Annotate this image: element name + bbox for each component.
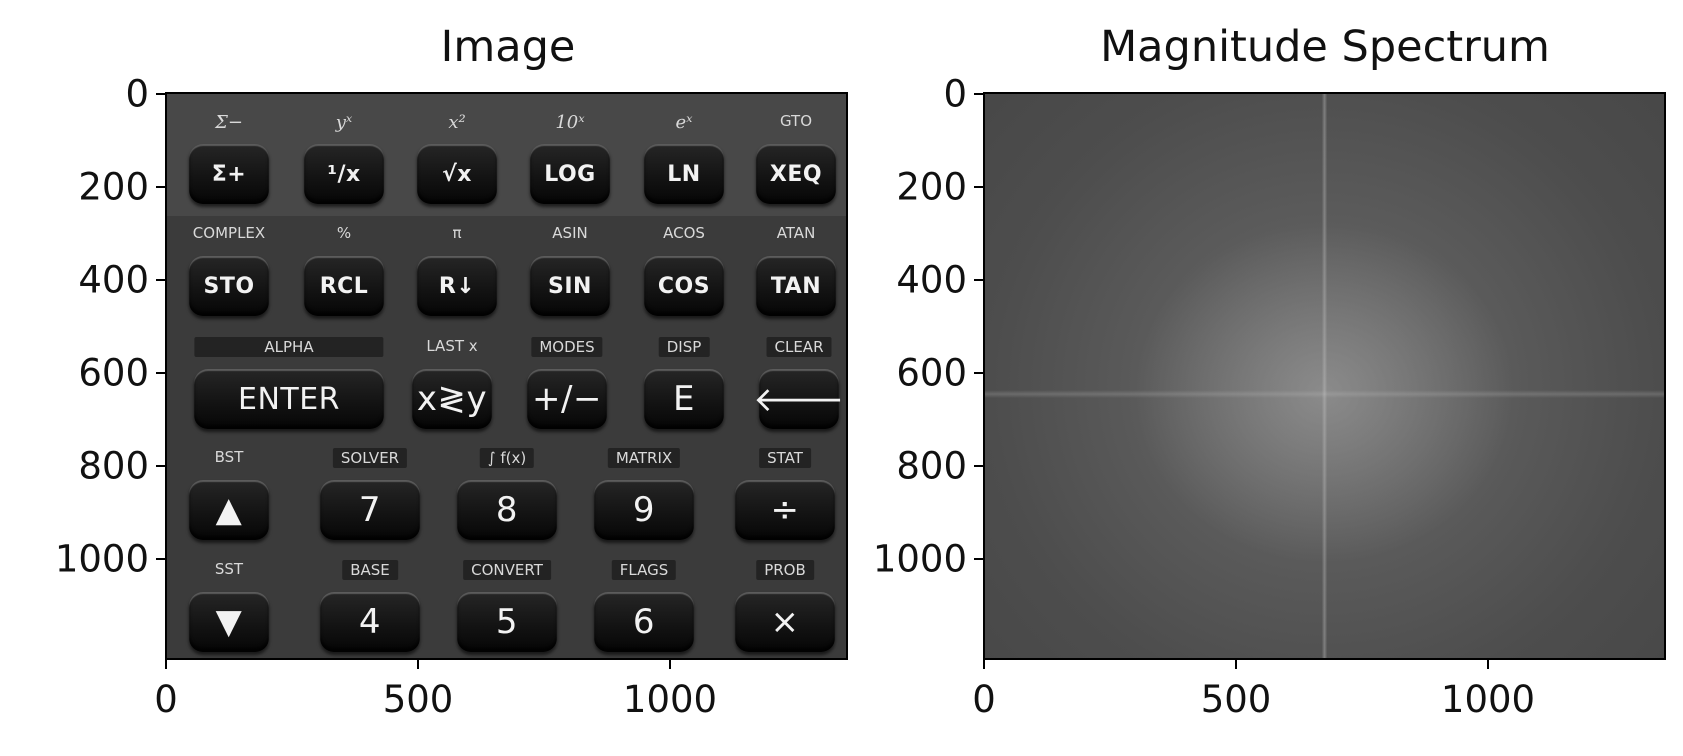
calculator-key: RCL [304, 256, 384, 316]
calculator-shift-label: MODES [531, 337, 603, 357]
y-tick-label: 200 [78, 165, 149, 209]
y-tick-mark [974, 558, 983, 560]
y-tick-mark [974, 372, 983, 374]
calculator-shift-label: Σ− [215, 112, 243, 133]
calculator-key: 6 [594, 592, 694, 652]
calculator-key: SIN [530, 256, 610, 316]
y-tick-mark [974, 279, 983, 281]
calculator-key: 7 [320, 480, 420, 540]
x-tick-mark [165, 660, 167, 669]
y-tick-mark [156, 558, 165, 560]
top-key-band [167, 94, 846, 216]
calculator-shift-label: BST [214, 448, 244, 466]
y-tick-label: 600 [896, 351, 967, 395]
calculator-shift-label: STAT [759, 448, 811, 468]
y-tick-mark [974, 186, 983, 188]
x-tick-mark [417, 660, 419, 669]
calculator-key: +/− [527, 369, 607, 429]
calculator-shift-label: BASE [342, 560, 398, 580]
magnitude-spectrum-image [983, 92, 1666, 660]
calculator-shift-label: GTO [779, 112, 813, 130]
calculator-key: 8 [457, 480, 557, 540]
x-tick-label: 500 [382, 678, 454, 721]
calculator-key: ¹/x [304, 144, 384, 204]
calculator-shift-label: CONVERT [463, 560, 551, 580]
calculator-key: LOG [530, 144, 610, 204]
x-tick-label: 500 [1200, 678, 1272, 721]
x-tick-label: 0 [972, 678, 996, 721]
y-tick-label: 0 [125, 72, 149, 116]
y-tick-label: 1000 [54, 537, 149, 581]
x-tick-mark [1235, 660, 1237, 669]
calculator-shift-label: COMPLEX [192, 224, 266, 242]
calculator-key: TAN [756, 256, 836, 316]
calculator-key: STO [189, 256, 269, 316]
calculator-shift-label: 10ˣ [555, 112, 585, 133]
calculator-key: Σ+ [189, 144, 269, 204]
calculator-shift-label: ALPHA [194, 337, 384, 357]
calculator-shift-label: FLAGS [611, 560, 677, 580]
calculator-key: x≷y [412, 369, 492, 429]
calculator-key: E [644, 369, 724, 429]
calculator-shift-label: ATAN [776, 224, 816, 242]
calculator-key: LN [644, 144, 724, 204]
calculator-shift-label: π [452, 224, 462, 242]
y-tick-label: 200 [896, 165, 967, 209]
calculator-key: 4 [320, 592, 420, 652]
calculator-shift-label: ∫ f(x) [479, 448, 535, 468]
calculator-key: ÷ [735, 480, 835, 540]
calculator-shift-label: x² [448, 112, 466, 133]
calculator-shift-label: yˣ [335, 112, 353, 133]
calculator-key: ▲ [189, 480, 269, 540]
image-panel-title: Image [440, 22, 576, 72]
calculator-shift-label: MATRIX [607, 448, 681, 468]
calculator-key: × [735, 592, 835, 652]
x-tick-label: 0 [154, 678, 178, 721]
calculator-shift-label: ASIN [552, 224, 588, 242]
calculator-key: XEQ [756, 144, 836, 204]
calculator-key: ▼ [189, 592, 269, 652]
calculator-image: Σ+ ¹/x √x LOG LN XEQ Σ− yˣ x² 10ˣ eˣ GTO STO RCL R↓ SIN… [165, 92, 848, 660]
y-tick-mark [974, 465, 983, 467]
x-tick-label: 1000 [622, 678, 718, 721]
y-tick-label: 800 [896, 444, 967, 488]
x-tick-mark [1487, 660, 1489, 669]
y-tick-label: 400 [896, 258, 967, 302]
y-tick-mark [156, 93, 165, 95]
calculator-key: ENTER [194, 369, 384, 429]
x-tick-mark [669, 660, 671, 669]
y-tick-mark [156, 186, 165, 188]
y-tick-label: 400 [78, 258, 149, 302]
calculator-shift-label: CLEAR [766, 337, 832, 357]
x-tick-mark [983, 660, 985, 669]
y-tick-label: 0 [943, 72, 967, 116]
x-tick-label: 1000 [1440, 678, 1536, 721]
y-tick-label: 600 [78, 351, 149, 395]
calculator-shift-label: SOLVER [332, 448, 408, 468]
y-tick-mark [156, 465, 165, 467]
y-tick-mark [156, 372, 165, 374]
calculator-key: 9 [594, 480, 694, 540]
calculator-key: COS [644, 256, 724, 316]
calculator-shift-label: eˣ [675, 112, 693, 133]
calculator-key: R↓ [417, 256, 497, 316]
calculator-key: √x [417, 144, 497, 204]
calculator-shift-label: % [336, 224, 352, 242]
y-tick-mark [156, 279, 165, 281]
y-tick-mark [974, 93, 983, 95]
calculator-key: 5 [457, 592, 557, 652]
calculator-shift-label: ACOS [663, 224, 705, 242]
calculator-shift-label: PROB [756, 560, 814, 580]
calculator-key: 🡐 [753, 369, 844, 429]
spectrum-panel-title: Magnitude Spectrum [1100, 22, 1550, 72]
calculator-shift-label: SST [214, 560, 244, 578]
calculator-shift-label: DISP [658, 337, 710, 357]
calculator-shift-label: LAST x [426, 337, 478, 355]
y-tick-label: 800 [78, 444, 149, 488]
y-tick-label: 1000 [872, 537, 967, 581]
